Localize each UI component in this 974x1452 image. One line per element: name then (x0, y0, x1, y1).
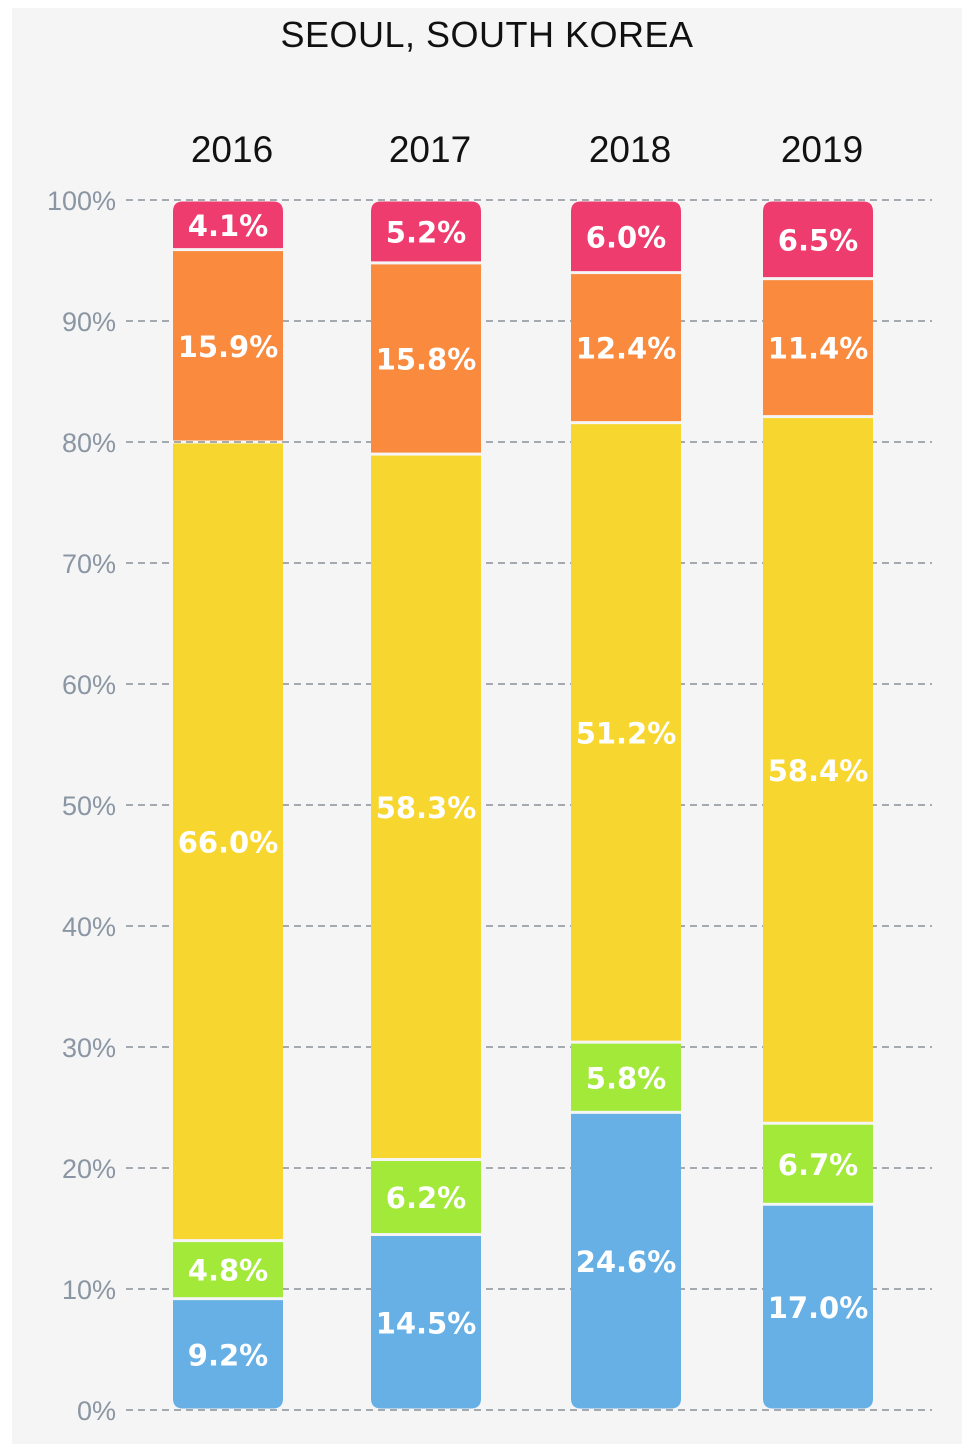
data-label-yellow-2018: 51.2% (576, 716, 677, 750)
y-tick-label: 50% (62, 791, 116, 821)
bar-2019: 17.0% 6.7% 58.4% 11.4% 6.5% (763, 201, 873, 1409)
data-label-orange-2018: 12.4% (576, 332, 677, 366)
bar-segment-green-2019 (763, 1124, 873, 1203)
x-category-label: 2019 (781, 129, 863, 170)
y-tick-label: 40% (62, 912, 116, 942)
bar-segment-orange-2017 (371, 264, 481, 453)
data-label-pink-2019: 6.5% (778, 223, 858, 257)
x-category-label: 2018 (589, 129, 671, 170)
y-tick-label: 100% (47, 186, 116, 216)
y-tick-label: 90% (62, 307, 116, 337)
chart-title: SEOUL, SOUTH KOREA (280, 14, 694, 55)
x-category-label: 2016 (191, 129, 273, 170)
y-tick-label: 10% (62, 1275, 116, 1305)
bar-segment-orange-2016 (173, 251, 283, 441)
bar-segment-pink-2017 (371, 201, 481, 262)
data-label-yellow-2017: 58.3% (376, 791, 477, 825)
bar-segment-yellow-2019 (763, 418, 873, 1122)
data-label-green-2019: 6.7% (778, 1148, 858, 1182)
y-tick-label: 60% (62, 670, 116, 700)
bar-segment-yellow-2018 (571, 424, 681, 1041)
bar-segment-green-2017 (371, 1161, 481, 1234)
bar-segment-yellow-2017 (371, 455, 481, 1159)
y-tick-label: 70% (62, 549, 116, 579)
bar-segment-yellow-2016 (173, 443, 283, 1240)
data-label-green-2018: 5.8% (586, 1061, 666, 1095)
data-label-green-2016: 4.8% (188, 1254, 268, 1288)
x-category-label: 2017 (389, 129, 471, 170)
bar-segment-orange-2018 (571, 274, 681, 422)
bar-segment-blue-2019 (763, 1205, 873, 1409)
bar-2016: 9.2% 4.8% 66.0% 15.9% 4.1% (173, 201, 283, 1409)
y-tick-label: 30% (62, 1033, 116, 1063)
data-label-green-2017: 6.2% (386, 1181, 466, 1215)
bar-segment-blue-2017 (371, 1236, 481, 1409)
bar-segment-pink-2019 (763, 201, 873, 278)
data-label-orange-2019: 11.4% (768, 332, 869, 366)
data-label-blue-2019: 17.0% (768, 1291, 869, 1325)
data-label-pink-2016: 4.1% (188, 209, 268, 243)
bar-2017: 14.5% 6.2% 58.3% 15.8% 5.2% (371, 201, 481, 1409)
bar-segment-green-2018 (571, 1043, 681, 1111)
bar-segment-green-2016 (173, 1242, 283, 1298)
y-tick-label: 0% (77, 1396, 116, 1426)
bar-segment-pink-2016 (173, 201, 283, 249)
data-label-yellow-2016: 66.0% (178, 825, 279, 859)
data-label-orange-2016: 15.9% (178, 330, 279, 364)
data-label-yellow-2019: 58.4% (768, 754, 869, 788)
data-label-orange-2017: 15.8% (376, 343, 477, 377)
bar-segment-orange-2019 (763, 280, 873, 416)
bar-segment-blue-2016 (173, 1300, 283, 1409)
y-tick-label: 80% (62, 428, 116, 458)
data-label-pink-2018: 6.0% (586, 220, 666, 254)
data-label-blue-2016: 9.2% (188, 1338, 268, 1372)
bar-2018: 24.6% 5.8% 51.2% 12.4% 6.0% (571, 201, 681, 1409)
bar-segment-blue-2018 (571, 1113, 681, 1409)
data-label-blue-2018: 24.6% (576, 1245, 677, 1279)
y-tick-label: 20% (62, 1154, 116, 1184)
data-label-pink-2017: 5.2% (386, 215, 466, 249)
bar-segment-pink-2018 (571, 201, 681, 272)
data-label-blue-2017: 14.5% (376, 1306, 477, 1340)
